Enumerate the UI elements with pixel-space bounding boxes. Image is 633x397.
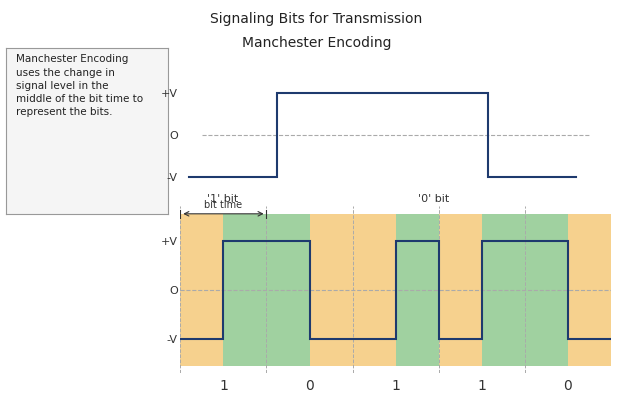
- Bar: [223, 214, 266, 366]
- Bar: [353, 214, 396, 366]
- Text: '1' bit: '1' bit: [207, 194, 238, 204]
- Bar: [482, 214, 525, 366]
- Bar: [310, 214, 353, 366]
- Text: Manchester Encoding: Manchester Encoding: [242, 36, 391, 50]
- Bar: [439, 214, 482, 366]
- Bar: [180, 214, 223, 366]
- Text: '0' bit: '0' bit: [418, 194, 449, 204]
- Text: Manchester Encoding
uses the change in
signal level in the
middle of the bit tim: Manchester Encoding uses the change in s…: [16, 54, 143, 117]
- Bar: [396, 214, 439, 366]
- Bar: [266, 214, 310, 366]
- Text: Signaling Bits for Transmission: Signaling Bits for Transmission: [210, 12, 423, 26]
- Text: bit time: bit time: [204, 200, 242, 210]
- Bar: [568, 214, 611, 366]
- Bar: [525, 214, 568, 366]
